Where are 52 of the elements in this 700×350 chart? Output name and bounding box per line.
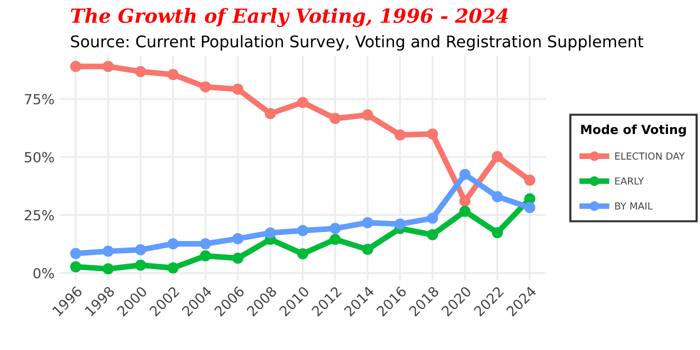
point	[330, 222, 341, 234]
point	[459, 196, 470, 207]
point	[200, 250, 212, 262]
y-tick-label: 50%	[24, 152, 54, 162]
point	[102, 60, 114, 72]
chart-subtitle: Source: Current Population Survey, Voting and Registration Supplement	[71, 35, 644, 51]
point	[426, 212, 438, 224]
point	[492, 150, 503, 162]
point	[135, 260, 146, 271]
point	[200, 81, 212, 92]
point	[459, 168, 470, 180]
point	[394, 218, 406, 230]
point	[297, 248, 308, 260]
legend-label: EARLY	[615, 177, 644, 185]
point	[297, 225, 308, 236]
point	[394, 129, 406, 140]
legend-label: BY MAIL	[615, 202, 653, 210]
y-tick-label: 25%	[24, 210, 54, 220]
point	[362, 244, 374, 255]
point	[70, 60, 82, 72]
point	[264, 108, 276, 120]
point	[362, 217, 374, 228]
point	[102, 263, 114, 274]
point	[264, 227, 276, 238]
point	[459, 206, 470, 217]
point	[70, 261, 82, 272]
point	[135, 66, 146, 78]
point	[70, 248, 82, 260]
point	[426, 229, 438, 240]
legend-title: Mode of Voting	[581, 124, 686, 137]
point	[232, 84, 244, 95]
point	[330, 112, 341, 124]
point	[524, 174, 536, 186]
point	[492, 227, 503, 238]
point	[426, 128, 438, 140]
point	[167, 238, 179, 250]
point	[167, 69, 179, 80]
point	[232, 252, 244, 264]
point	[297, 96, 308, 108]
chart-title: The Growth of Early Voting, 1996 - 2024	[70, 8, 508, 28]
point	[167, 262, 179, 274]
point	[232, 233, 244, 244]
point	[102, 246, 114, 257]
point	[135, 244, 146, 256]
point	[362, 109, 374, 121]
y-tick-label: 0%	[34, 268, 54, 279]
legend-label: ELECTION DAY	[615, 152, 685, 160]
y-tick-label: 75%	[24, 94, 54, 104]
point	[330, 234, 341, 245]
point	[200, 238, 212, 250]
point	[524, 202, 536, 214]
point	[492, 191, 503, 202]
